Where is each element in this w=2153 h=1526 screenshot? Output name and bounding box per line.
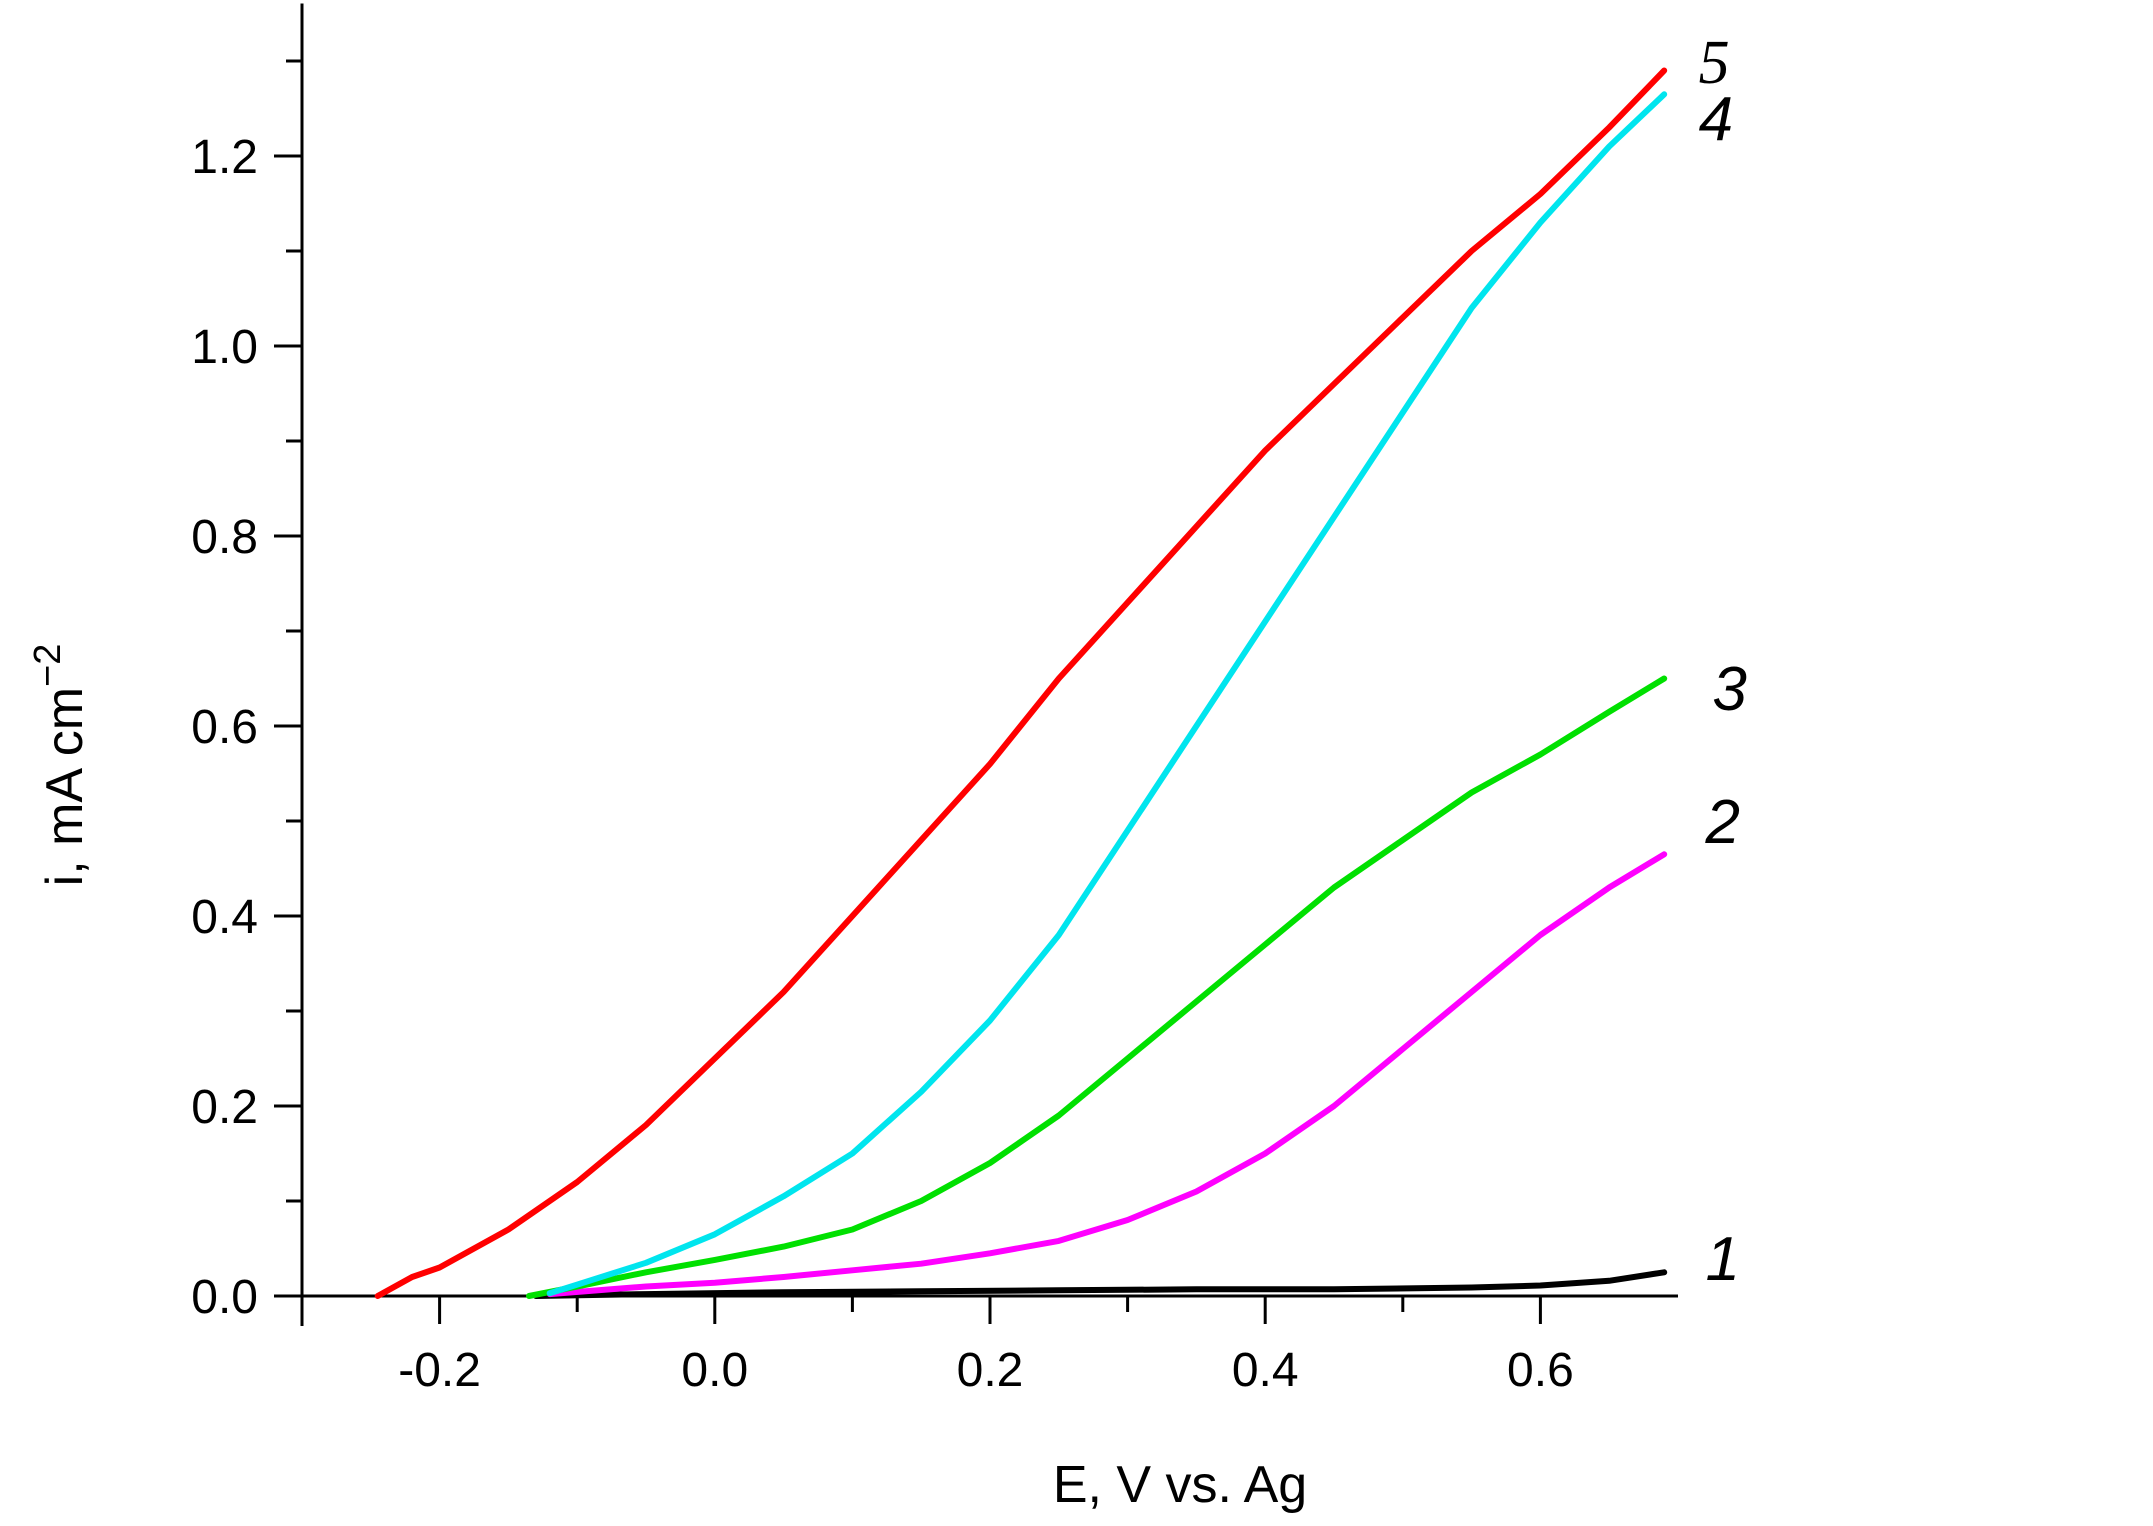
curve-label-1: 1 bbox=[1706, 1225, 1740, 1294]
x-tick-label: -0.2 bbox=[398, 1344, 481, 1397]
x-tick-label: 0.0 bbox=[681, 1344, 748, 1397]
series-group bbox=[374, 67, 1668, 1299]
y-tick-label: 0.4 bbox=[191, 891, 258, 944]
y-tick-label: 0.8 bbox=[191, 511, 258, 564]
y-tick-label: 1.2 bbox=[191, 131, 258, 184]
curve-label-2: 2 bbox=[1705, 788, 1740, 857]
y-axis-title-main: i, mA cm bbox=[36, 687, 94, 886]
y-tick-label: 1.0 bbox=[191, 321, 258, 374]
y-tick-label: 0.6 bbox=[191, 701, 258, 754]
curve-label-4: 4 bbox=[1699, 85, 1733, 154]
x-axis-title: E, V vs. Ag bbox=[1053, 1456, 1307, 1514]
y-axis-title: i, mA cm−2 bbox=[27, 644, 94, 887]
series-line-1 bbox=[532, 1269, 1668, 1299]
curve-label-3: 3 bbox=[1712, 655, 1746, 724]
series-line-5 bbox=[374, 67, 1668, 1299]
series-line-4 bbox=[546, 91, 1668, 1297]
curve-labels-group: 1 2 3 45 bbox=[1699, 29, 1747, 1294]
y-axis-title-exponent: −2 bbox=[27, 644, 69, 687]
y-tick-label: 0.0 bbox=[191, 1271, 258, 1324]
axes: -0.2 0.0 0.2 0.4 0.6 0.0 0.2 0.4 0.6 0.8 1.0 1.2 bbox=[191, 3, 1678, 1397]
series-line-2 bbox=[546, 851, 1668, 1298]
series-line-3 bbox=[526, 675, 1668, 1299]
x-tick-label: 0.4 bbox=[1232, 1344, 1299, 1397]
curve-label-5: 5 bbox=[1699, 29, 1730, 97]
x-tick-label: 0.6 bbox=[1507, 1344, 1574, 1397]
x-tick-label: 0.2 bbox=[957, 1344, 1024, 1397]
y-tick-label: 0.2 bbox=[191, 1081, 258, 1134]
